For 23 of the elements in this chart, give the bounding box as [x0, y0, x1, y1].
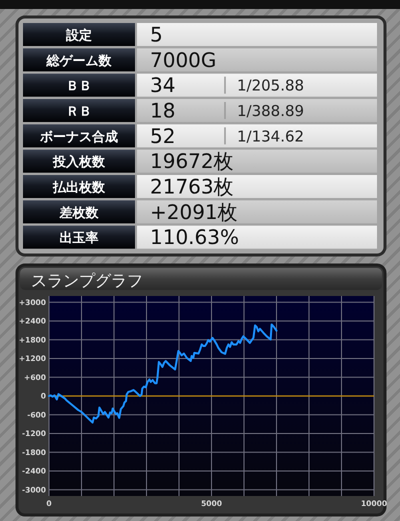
text: 52 — [150, 124, 176, 148]
text: 5 — [150, 22, 163, 47]
category-label: 投入枚数 — [53, 155, 105, 170]
category-label: 設定 — [66, 28, 92, 44]
category-label: 差枚数 — [60, 206, 98, 221]
text: 1/134.62 — [237, 127, 304, 146]
text: 110.63% — [150, 225, 239, 250]
line-series — [48, 323, 278, 424]
category-label: ＢＢ — [66, 79, 92, 94]
text: 7000G — [150, 48, 216, 72]
category-label: ボーナス合成 — [40, 130, 118, 145]
chart-title: スランプグラフ — [31, 271, 143, 290]
category-label: 総ゲーム数 — [46, 54, 112, 69]
category-label: 払出枚数 — [53, 180, 105, 196]
category-label: 出玉率 — [60, 231, 98, 246]
category-label: ＲＢ — [66, 104, 92, 120]
text: +2091枚 — [150, 200, 238, 224]
text: 19672枚 — [150, 149, 234, 174]
text: 1/388.89 — [237, 102, 304, 120]
text: 1/205.88 — [237, 76, 304, 95]
text: 34 — [150, 73, 176, 98]
text: 21763枚 — [150, 174, 234, 199]
text: 18 — [150, 98, 176, 123]
